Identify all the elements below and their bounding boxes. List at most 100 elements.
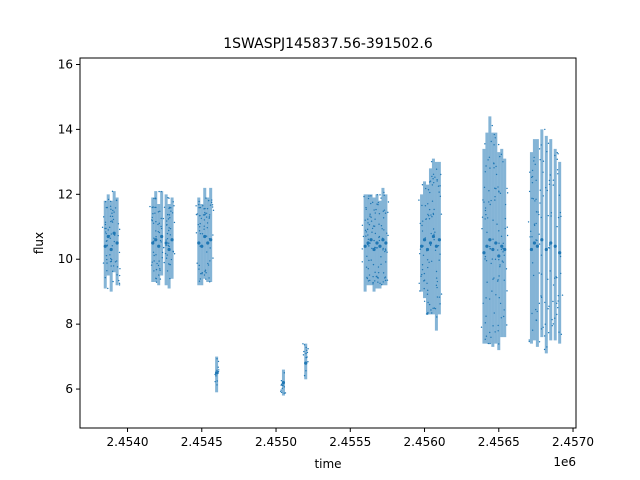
data-point — [430, 260, 433, 262]
data-point — [384, 241, 388, 245]
data-point — [538, 148, 541, 150]
data-point — [384, 277, 386, 279]
data-point — [104, 221, 107, 223]
data-point — [361, 224, 364, 227]
data-point — [499, 155, 501, 158]
data-point — [421, 224, 423, 227]
data-point — [366, 241, 370, 245]
data-point — [533, 160, 535, 162]
data-point — [550, 212, 553, 214]
data-point — [208, 216, 211, 218]
data-point — [484, 338, 486, 341]
data-point — [495, 294, 497, 296]
data-point — [109, 260, 112, 263]
data-point — [306, 351, 309, 354]
data-point — [506, 290, 508, 292]
data-point — [159, 269, 161, 271]
data-point — [506, 187, 508, 190]
data-point — [168, 227, 170, 229]
data-point — [155, 281, 158, 283]
data-point — [431, 200, 434, 202]
data-point — [110, 208, 112, 211]
data-point — [423, 280, 425, 282]
data-point — [491, 247, 495, 252]
data-point — [206, 241, 210, 245]
data-point — [418, 282, 420, 284]
data-point — [427, 214, 430, 217]
data-point — [492, 325, 494, 327]
data-point — [151, 220, 154, 222]
data-point — [111, 215, 114, 218]
data-point — [434, 244, 439, 248]
data-point — [108, 226, 111, 229]
data-point — [114, 207, 117, 209]
data-point — [171, 212, 174, 214]
data-point — [169, 206, 171, 209]
data-point — [112, 231, 116, 235]
data-point — [436, 178, 438, 181]
data-point — [504, 217, 507, 220]
data-point — [531, 181, 534, 184]
data-point — [377, 203, 379, 206]
data-point — [373, 248, 376, 251]
data-point — [366, 276, 368, 279]
data-point — [422, 254, 425, 257]
data-point — [383, 229, 385, 231]
data-point — [437, 238, 441, 242]
data-point — [489, 167, 491, 169]
chart-title: 1SWASPJ145837.56-391502.6 — [223, 36, 433, 52]
data-point — [420, 275, 422, 277]
data-point — [556, 169, 559, 171]
data-point — [422, 245, 424, 247]
data-point — [556, 225, 558, 228]
data-point — [498, 296, 500, 299]
data-point — [158, 190, 160, 193]
data-point — [540, 328, 543, 330]
data-point — [165, 257, 168, 259]
data-point — [430, 232, 432, 235]
data-point — [439, 303, 441, 305]
data-point — [419, 248, 422, 250]
data-marks — [101, 116, 564, 396]
data-point — [421, 230, 424, 232]
data-point — [368, 245, 370, 247]
data-point — [167, 197, 169, 199]
data-point — [158, 260, 160, 262]
data-point — [155, 221, 157, 223]
data-point — [169, 217, 171, 219]
data-point — [428, 241, 433, 245]
data-point — [542, 160, 545, 162]
data-point — [119, 268, 121, 270]
data-point — [542, 171, 544, 173]
data-point — [157, 244, 161, 248]
data-point — [434, 176, 436, 178]
data-point — [195, 205, 197, 207]
data-point — [305, 352, 307, 355]
data-point — [529, 247, 534, 252]
data-point — [371, 247, 373, 250]
data-point — [494, 331, 496, 333]
data-point — [489, 331, 491, 334]
data-point — [486, 217, 489, 219]
data-point — [166, 238, 169, 240]
data-point — [166, 220, 168, 222]
data-point — [424, 237, 427, 239]
data-point — [535, 239, 537, 241]
data-point — [544, 323, 546, 325]
data-point — [494, 137, 496, 139]
data-point — [549, 174, 551, 176]
data-point — [426, 293, 429, 295]
data-point — [200, 273, 202, 275]
data-point — [172, 251, 175, 253]
data-point — [118, 282, 121, 285]
data-point — [212, 234, 214, 236]
data-point — [203, 234, 207, 239]
data-point — [368, 195, 370, 197]
data-point — [105, 232, 107, 235]
data-point — [110, 259, 113, 261]
data-point — [366, 277, 369, 280]
data-point — [528, 190, 531, 193]
data-point — [375, 241, 379, 245]
data-point — [198, 230, 201, 232]
data-point — [201, 246, 203, 248]
